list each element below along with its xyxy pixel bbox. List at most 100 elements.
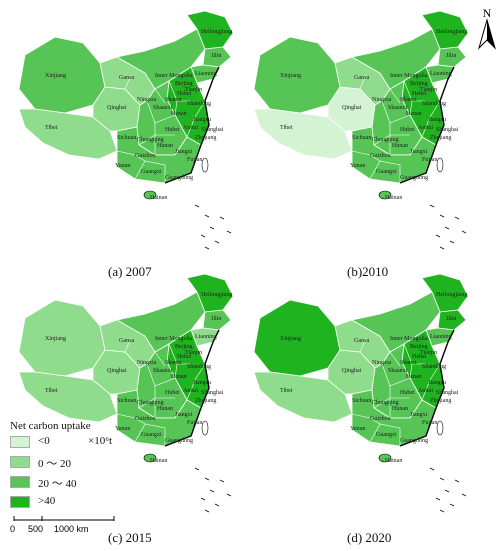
legend-unit: ×10⁶t xyxy=(88,435,113,447)
province-label: Chongqing xyxy=(372,400,399,406)
province-label: Guizhou xyxy=(370,153,391,159)
province-label: Hubei xyxy=(165,390,180,396)
province-label: Yunan xyxy=(115,163,130,169)
province-label: Tibet xyxy=(280,125,293,131)
region-inner-mongolia xyxy=(115,28,206,90)
sea-boundary-dash xyxy=(444,226,450,230)
sea-boundary-dash xyxy=(435,234,441,238)
province-label: Beijing xyxy=(410,344,428,350)
province-label: Shanghai xyxy=(201,127,224,133)
province-label: Qinghai xyxy=(342,105,362,111)
region-heilongjiang xyxy=(421,273,469,313)
legend-swatch xyxy=(10,496,30,508)
province-label: Sichuan xyxy=(352,135,371,141)
province-label: Jiangsu xyxy=(428,117,446,123)
province-label: Yunan xyxy=(350,163,365,169)
province-label: Hubei xyxy=(400,390,415,396)
province-label: Shandong xyxy=(422,101,446,107)
province-label: Guangxi xyxy=(376,169,397,175)
province-label: Chongqing xyxy=(372,137,399,143)
legend-item: >40 xyxy=(10,495,130,509)
sea-boundary-dash xyxy=(219,479,225,483)
province-label: Tianjin xyxy=(185,87,202,93)
province-label: Gansu xyxy=(354,338,369,344)
province-label: Ningxia xyxy=(137,360,157,366)
province-label: Jilin xyxy=(446,53,456,59)
legend-swatch xyxy=(10,436,30,448)
province-label: Guangdong xyxy=(165,438,193,444)
province-label: Ningxia xyxy=(137,97,157,103)
panel-title-d: (d) 2020 xyxy=(347,530,392,545)
region-inner-mongolia xyxy=(115,291,206,353)
province-label: Anhui xyxy=(183,388,198,394)
province-label: Anhui xyxy=(183,125,198,131)
coastline xyxy=(164,66,220,184)
sea-boundary-dash xyxy=(214,240,220,244)
province-label: Heilongjiang xyxy=(201,29,232,35)
province-label: Gansu xyxy=(119,338,134,344)
sea-boundary-dash xyxy=(200,234,206,238)
province-label: Jiangsu xyxy=(428,380,446,386)
sea-boundary-dash xyxy=(454,479,460,483)
province-label: Hebei xyxy=(177,354,192,360)
sea-boundary-dash xyxy=(204,477,210,481)
province-label: Guizhou xyxy=(135,153,156,159)
china-map: Xinjiang Tibet Qinghai Gansu Inner Mongolia H… xyxy=(18,273,234,513)
province-label: Yunan xyxy=(350,426,365,432)
region-inner-mongolia xyxy=(350,28,441,90)
coastline xyxy=(399,66,455,184)
province-label: Qinghai xyxy=(342,368,362,374)
province-label: Zhejiang xyxy=(195,135,216,141)
legend-swatch xyxy=(10,476,30,488)
sea-boundary-dash xyxy=(439,246,445,250)
province-label: Fujian xyxy=(187,157,202,163)
province-label: Xinjiang xyxy=(280,336,301,342)
region-hainan xyxy=(143,453,157,463)
region-heilongjiang xyxy=(421,10,469,50)
legend-item: <0 xyxy=(10,435,130,449)
sea-boundary-dash xyxy=(439,477,445,481)
province-label: Shandong xyxy=(187,364,211,370)
region-heilongjiang xyxy=(186,10,234,50)
island-taiwan xyxy=(201,420,209,436)
sea-boundary-dash xyxy=(200,497,206,501)
china-map: Xinjiang Tibet Qinghai Gansu Inner Mongolia H… xyxy=(253,273,469,513)
province-label: Henan xyxy=(171,111,187,117)
sea-boundary-dash xyxy=(454,216,460,220)
province-label: Hubei xyxy=(400,127,415,133)
coastline xyxy=(164,329,220,447)
province-label: Jiangxi xyxy=(175,412,193,418)
province-label: Jilin xyxy=(211,53,221,59)
province-label: Sichuan xyxy=(117,135,136,141)
sea-boundary-dash xyxy=(209,226,215,230)
province-label: Anhui xyxy=(418,125,433,131)
region-hainan xyxy=(378,453,392,463)
province-label: Guangxi xyxy=(376,432,397,438)
province-label: Shanxi xyxy=(400,360,417,366)
province-label: Beijing xyxy=(175,344,193,350)
sea-boundary-dash xyxy=(449,503,455,507)
province-label: Hainan xyxy=(150,195,167,201)
map-panel-2020: Xinjiang Tibet Qinghai Gansu Inner Mongolia H… xyxy=(240,268,485,518)
legend-swatch xyxy=(10,456,30,468)
province-label: Ningxia xyxy=(372,360,392,366)
province-label: Beijing xyxy=(175,81,193,87)
province-label: Qinghai xyxy=(107,368,127,374)
province-label: Shanxi xyxy=(165,97,182,103)
north-arrow: N xyxy=(475,6,499,50)
sea-boundary-dash xyxy=(214,503,220,507)
sea-boundary-dash xyxy=(204,214,210,218)
province-label: Jiangsu xyxy=(193,380,211,386)
province-label: Inner Mongolia xyxy=(155,73,193,79)
province-label: Sichuan xyxy=(117,398,136,404)
scale-tick: 1000 km xyxy=(54,524,89,534)
sea-boundary-dash xyxy=(461,230,467,234)
province-label: Tibet xyxy=(45,388,58,394)
sea-boundary-dash xyxy=(439,214,445,218)
sea-boundary-dash xyxy=(226,230,232,234)
island-taiwan xyxy=(436,420,444,436)
region-hainan xyxy=(378,190,392,200)
province-label: Shanxi xyxy=(400,97,417,103)
province-label: Zhejiang xyxy=(195,398,216,404)
province-label: Jilin xyxy=(446,316,456,322)
